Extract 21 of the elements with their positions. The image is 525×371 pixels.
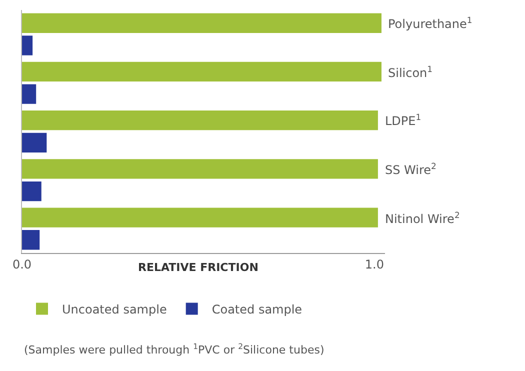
bar — [22, 132, 47, 153]
x-tick-label: 0.0 — [12, 257, 32, 272]
y-tick-label: Nitinol Wire$^{2}$ — [385, 210, 460, 226]
bar — [22, 159, 378, 179]
bar — [22, 181, 42, 202]
bar — [22, 13, 382, 33]
y-tick-label: Polyurethane$^{1}$ — [388, 15, 472, 32]
y-tick-label: SS Wire$^{2}$ — [385, 161, 436, 178]
y-tick-label: LDPE$^{1}$ — [385, 112, 422, 128]
bar — [22, 230, 40, 250]
bar — [22, 36, 33, 56]
text: (Samples were pulled through $^{1}$PVC or $^{2}$Silicone tubes) — [24, 342, 324, 357]
legend-label: Uncoated sample — [62, 302, 167, 316]
x-tick-label: 1.0 — [364, 257, 384, 272]
x-axis-title: RELATIVE FRICTION — [138, 261, 258, 274]
bar — [22, 84, 36, 104]
bar — [22, 110, 378, 130]
bar — [22, 208, 378, 228]
bar — [22, 62, 382, 82]
legend-label: Coated sample — [212, 302, 302, 316]
y-tick-label: Silicon$^{1}$ — [388, 64, 433, 80]
